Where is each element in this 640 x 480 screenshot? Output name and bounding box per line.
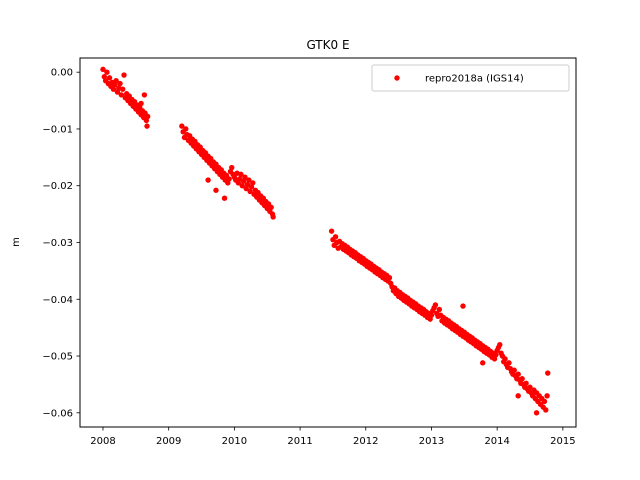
data-point — [511, 367, 517, 373]
data-point — [480, 360, 486, 366]
data-point — [226, 176, 232, 182]
data-point — [541, 398, 548, 405]
data-point — [543, 407, 549, 413]
data-point — [179, 123, 185, 129]
x-tick-label: 2011 — [287, 436, 312, 447]
data-point — [213, 187, 219, 193]
legend-box — [371, 64, 570, 92]
data-point — [118, 92, 125, 98]
data-point — [238, 171, 244, 178]
data-point — [246, 177, 252, 183]
x-tick-label: 2014 — [484, 436, 509, 447]
data-point — [328, 228, 335, 234]
x-tick-label: 2012 — [353, 436, 378, 447]
data-point — [250, 180, 256, 186]
data-point — [515, 393, 521, 399]
y-axis-label: m — [11, 237, 22, 247]
data-point — [523, 380, 529, 386]
data-point — [229, 164, 235, 171]
data-points — [100, 66, 551, 416]
data-point — [515, 371, 521, 377]
data-point — [138, 100, 144, 107]
data-point — [141, 92, 148, 98]
data-point — [270, 214, 276, 220]
y-tick-label: −0.02 — [42, 181, 73, 192]
x-tick-label: 2008 — [90, 436, 115, 447]
data-point — [432, 302, 439, 308]
data-point — [268, 204, 274, 210]
y-axis-ticks: 0.00 −0.01 −0.02 −0.03 −0.04 −0.05 −0.06 — [42, 68, 80, 419]
data-point — [244, 181, 251, 188]
data-point — [502, 356, 508, 362]
x-axis-ticks: 2008 2009 2010 2011 2012 2013 2014 2015 — [90, 427, 576, 447]
data-point — [247, 188, 253, 195]
data-point — [144, 113, 151, 120]
data-point — [120, 86, 126, 92]
chart-title: GTK0 E — [306, 38, 349, 52]
data-point — [545, 370, 551, 376]
data-point — [544, 393, 550, 399]
data-point — [104, 69, 110, 75]
data-point — [428, 312, 435, 318]
x-tick-label: 2013 — [419, 436, 444, 447]
data-point — [506, 360, 512, 366]
x-tick-label: 2009 — [156, 436, 181, 447]
data-point — [100, 66, 106, 73]
data-point — [121, 72, 127, 78]
legend: repro2018a (IGS14) — [371, 64, 570, 92]
y-tick-label: −0.01 — [42, 124, 73, 135]
data-point — [117, 80, 123, 87]
data-point — [205, 177, 211, 183]
data-point — [242, 174, 248, 180]
legend-label: repro2018a (IGS14) — [425, 74, 524, 85]
data-point — [221, 195, 228, 201]
data-point — [527, 384, 533, 390]
y-tick-label: −0.04 — [42, 295, 73, 306]
data-point — [110, 86, 117, 92]
y-tick-label: 0.00 — [51, 68, 73, 79]
data-point — [332, 234, 339, 240]
x-tick-label: 2015 — [550, 436, 575, 447]
data-point — [239, 183, 245, 189]
data-point — [183, 126, 189, 132]
data-point — [460, 303, 466, 309]
data-point — [497, 341, 503, 348]
x-tick-label: 2010 — [222, 436, 247, 447]
data-point — [113, 78, 119, 84]
data-point — [106, 75, 113, 81]
data-point — [533, 410, 540, 416]
data-point — [236, 176, 243, 182]
data-point — [493, 352, 499, 358]
data-point — [519, 376, 525, 382]
data-point — [144, 123, 150, 129]
y-tick-label: −0.06 — [42, 408, 73, 419]
y-tick-label: −0.05 — [42, 352, 73, 363]
data-point — [386, 275, 393, 281]
legend-marker — [394, 75, 400, 81]
data-point — [436, 306, 443, 313]
y-tick-label: −0.03 — [42, 238, 73, 249]
